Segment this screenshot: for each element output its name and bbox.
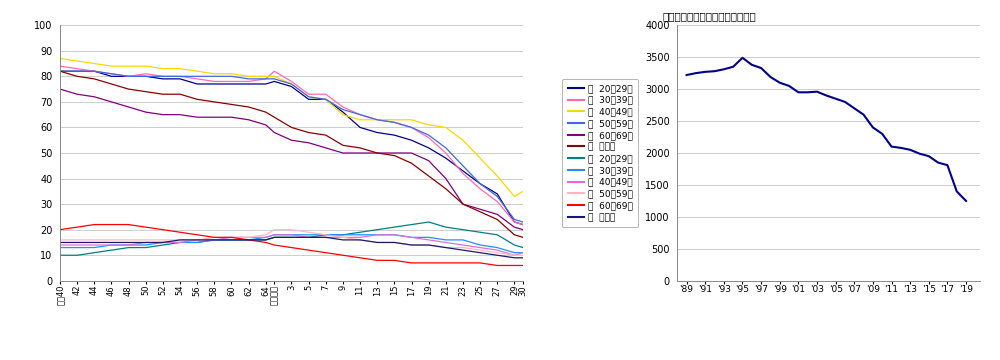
Legend: 男  20〜29歳, 男  30〜39歳, 男  40〜49歳, 男  50〜59歳, 男  60〜69歳, 男  全年齢, 女  20〜29歳, 女  30〜: 男 20〜29歳, 男 30〜39歳, 男 40〜49歳, 男 50〜59歳, … [562,79,638,227]
Text: 紙巻たばこ販売量の推移（億本）: 紙巻たばこ販売量の推移（億本） [662,12,756,22]
